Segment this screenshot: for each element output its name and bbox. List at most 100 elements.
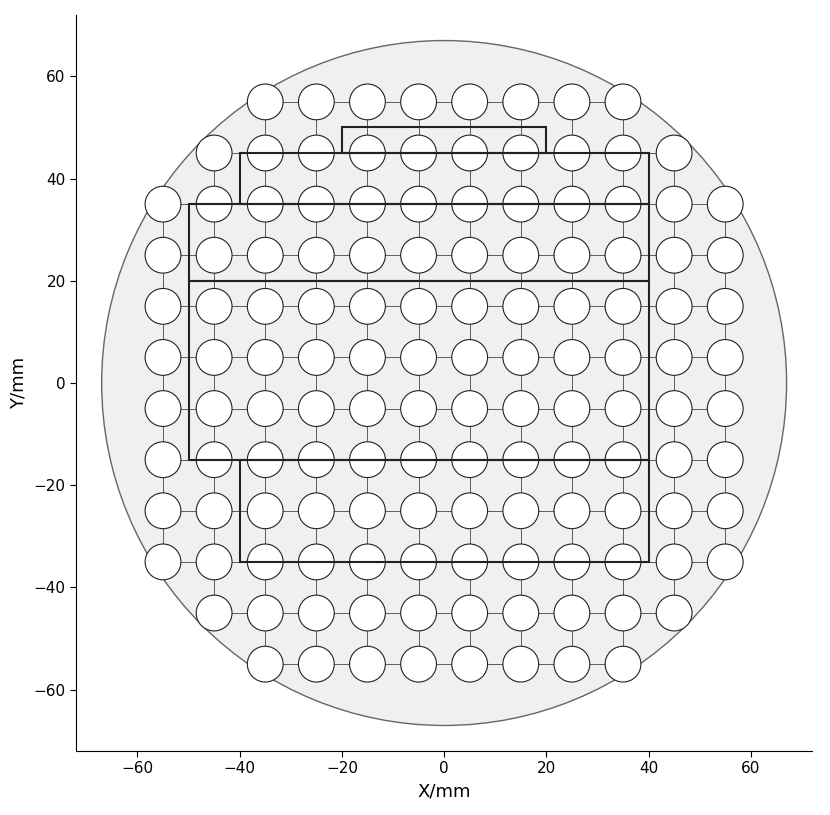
- Circle shape: [349, 340, 385, 376]
- Circle shape: [452, 544, 487, 579]
- Circle shape: [247, 289, 283, 324]
- Circle shape: [503, 442, 539, 478]
- Circle shape: [145, 340, 181, 376]
- Circle shape: [247, 340, 283, 376]
- Circle shape: [554, 390, 590, 426]
- Circle shape: [247, 493, 283, 529]
- Circle shape: [554, 544, 590, 579]
- Circle shape: [101, 41, 787, 725]
- Circle shape: [605, 442, 641, 478]
- Circle shape: [605, 595, 641, 631]
- Circle shape: [401, 442, 437, 478]
- Circle shape: [554, 493, 590, 529]
- Circle shape: [299, 340, 334, 376]
- Circle shape: [196, 442, 232, 478]
- Circle shape: [247, 595, 283, 631]
- Circle shape: [299, 493, 334, 529]
- Circle shape: [349, 442, 385, 478]
- Circle shape: [299, 442, 334, 478]
- Circle shape: [196, 390, 232, 426]
- Circle shape: [605, 135, 641, 171]
- Circle shape: [247, 135, 283, 171]
- Circle shape: [657, 390, 692, 426]
- Circle shape: [349, 84, 385, 120]
- Circle shape: [196, 237, 232, 273]
- Bar: [342, 127, 546, 153]
- Circle shape: [452, 442, 487, 478]
- Circle shape: [401, 544, 437, 579]
- Circle shape: [299, 237, 334, 273]
- Circle shape: [349, 544, 385, 579]
- Circle shape: [554, 187, 590, 222]
- Circle shape: [707, 544, 743, 579]
- Circle shape: [554, 442, 590, 478]
- Circle shape: [503, 237, 539, 273]
- Circle shape: [247, 544, 283, 579]
- Circle shape: [452, 595, 487, 631]
- Circle shape: [707, 289, 743, 324]
- Circle shape: [299, 84, 334, 120]
- Circle shape: [401, 493, 437, 529]
- Circle shape: [657, 595, 692, 631]
- Circle shape: [452, 390, 487, 426]
- Circle shape: [247, 390, 283, 426]
- Circle shape: [452, 84, 487, 120]
- Circle shape: [657, 187, 692, 222]
- Circle shape: [707, 493, 743, 529]
- Circle shape: [349, 646, 385, 682]
- Circle shape: [299, 187, 334, 222]
- Circle shape: [605, 289, 641, 324]
- Bar: [240, 153, 648, 204]
- Circle shape: [247, 442, 283, 478]
- Circle shape: [299, 544, 334, 579]
- Circle shape: [554, 340, 590, 376]
- Circle shape: [657, 340, 692, 376]
- Circle shape: [657, 442, 692, 478]
- Circle shape: [452, 340, 487, 376]
- Circle shape: [349, 390, 385, 426]
- Circle shape: [707, 187, 743, 222]
- Circle shape: [145, 390, 181, 426]
- Circle shape: [401, 135, 437, 171]
- Circle shape: [605, 493, 641, 529]
- Circle shape: [503, 544, 539, 579]
- Circle shape: [707, 390, 743, 426]
- Circle shape: [503, 595, 539, 631]
- Circle shape: [247, 187, 283, 222]
- X-axis label: X/mm: X/mm: [417, 782, 471, 800]
- Circle shape: [401, 289, 437, 324]
- Circle shape: [503, 135, 539, 171]
- Circle shape: [401, 237, 437, 273]
- Circle shape: [503, 390, 539, 426]
- Circle shape: [605, 390, 641, 426]
- Circle shape: [657, 544, 692, 579]
- Circle shape: [299, 595, 334, 631]
- Circle shape: [349, 493, 385, 529]
- Bar: [188, 204, 648, 281]
- Circle shape: [605, 84, 641, 120]
- Circle shape: [554, 289, 590, 324]
- Circle shape: [605, 237, 641, 273]
- Circle shape: [145, 493, 181, 529]
- Circle shape: [299, 646, 334, 682]
- Circle shape: [401, 390, 437, 426]
- Circle shape: [401, 187, 437, 222]
- Circle shape: [401, 340, 437, 376]
- Circle shape: [605, 187, 641, 222]
- Circle shape: [605, 544, 641, 579]
- Circle shape: [452, 289, 487, 324]
- Circle shape: [503, 187, 539, 222]
- Circle shape: [452, 646, 487, 682]
- Circle shape: [503, 84, 539, 120]
- Circle shape: [145, 544, 181, 579]
- Circle shape: [554, 595, 590, 631]
- Circle shape: [605, 646, 641, 682]
- Circle shape: [196, 289, 232, 324]
- Circle shape: [707, 442, 743, 478]
- Y-axis label: Y/mm: Y/mm: [10, 357, 28, 409]
- Circle shape: [145, 187, 181, 222]
- Circle shape: [452, 493, 487, 529]
- Circle shape: [452, 135, 487, 171]
- Circle shape: [247, 646, 283, 682]
- Circle shape: [503, 493, 539, 529]
